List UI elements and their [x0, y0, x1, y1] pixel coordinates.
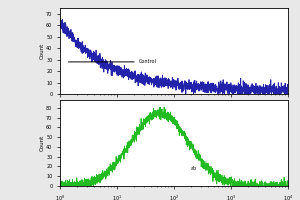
Text: ab: ab [191, 166, 197, 171]
Text: Control: Control [139, 59, 157, 64]
Y-axis label: Count: Count [40, 135, 45, 151]
Y-axis label: Count: Count [40, 43, 45, 59]
